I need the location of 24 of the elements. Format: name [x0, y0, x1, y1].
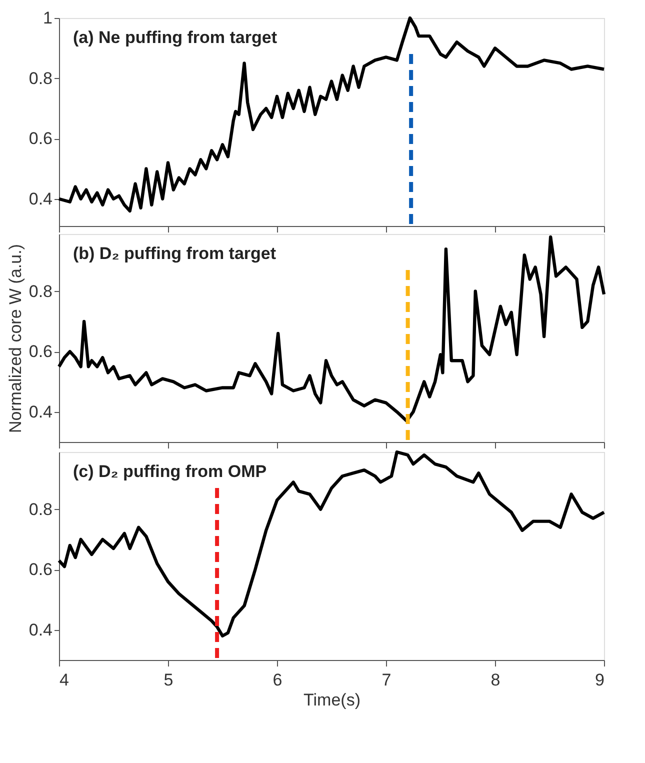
- y-tick-label: 0.8: [28, 500, 52, 519]
- text: (a) Ne puffing from target: [73, 28, 278, 47]
- x-tick-label: 8: [490, 670, 500, 690]
- line-series: [57, 16, 606, 213]
- y-tick-label: 0.4: [28, 402, 52, 422]
- x-tick-label: 6: [272, 670, 282, 690]
- y-tick-label: 0.6: [28, 560, 52, 580]
- y-tick-label: 0.4: [28, 620, 52, 640]
- text: (b) D₂ puffing from target: [73, 244, 276, 263]
- line-series: [57, 450, 606, 638]
- text: (c) D₂ puffing from OMP: [73, 462, 267, 481]
- line-series: [57, 235, 606, 422]
- y-tick-label: 0.8: [28, 282, 52, 301]
- y-tick-label: 0.4: [28, 189, 52, 208]
- y-axis-title: Normalized core W (a.u.): [6, 244, 25, 433]
- y-tick-label: 1: [43, 8, 52, 28]
- x-tick-label: 4: [60, 670, 69, 690]
- x-tick-label: 9: [595, 670, 604, 690]
- y-tick-label: 0.6: [28, 342, 52, 362]
- x-axis-title: Time(s): [304, 690, 360, 710]
- x-tick-label: 7: [382, 670, 392, 690]
- y-tick-label: 0.8: [28, 68, 52, 88]
- x-tick-label: 5: [164, 670, 174, 690]
- y-tick-label: 0.6: [28, 129, 52, 148]
